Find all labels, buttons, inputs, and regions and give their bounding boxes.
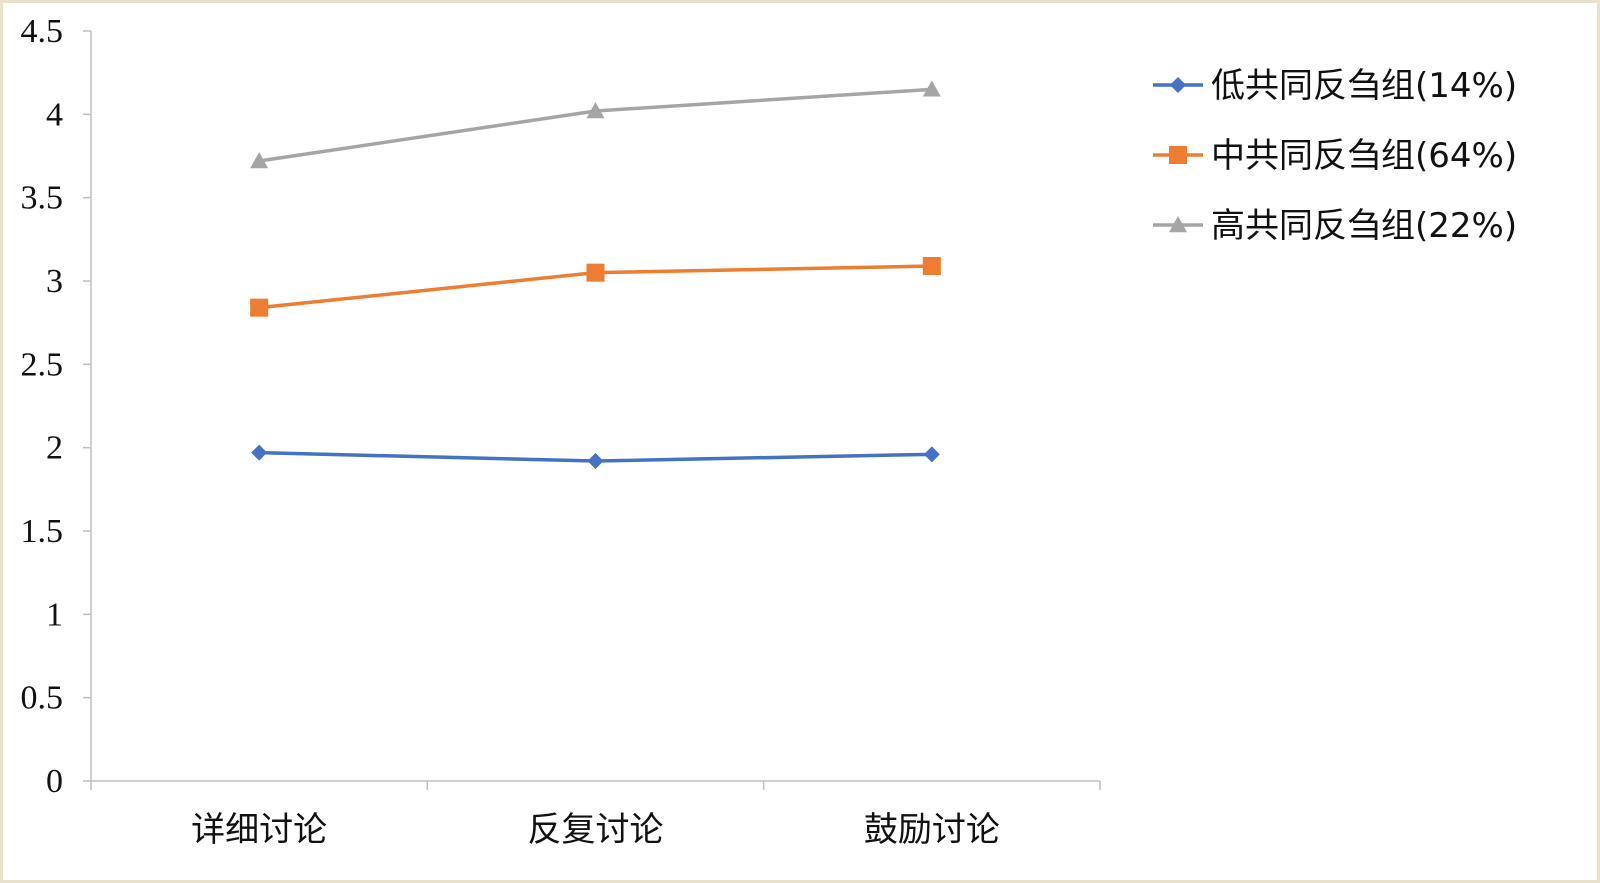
x-category-label: 反复讨论 [528,810,664,850]
legend-marker-0 [1170,77,1186,93]
y-tick-label: 2 [46,430,63,467]
data-point-0-2 [923,446,940,463]
y-tick-label: 0.5 [21,680,64,717]
line-chart: 0 0.5 1 1.5 2 2.5 3 3.5 4 4.5 详细讨论 反复讨论 鼓励讨论 低共同反刍组(1… [21,13,1518,850]
y-tick-label: 3.5 [21,180,64,217]
x-category-label: 鼓励讨论 [864,810,1000,850]
legend-label-1: 中共同反刍组(64%) [1211,136,1517,176]
y-tick-label: 2.5 [21,346,64,383]
x-category-label: 详细讨论 [191,810,327,850]
data-point-1-0 [250,298,269,317]
legend-marker-2 [1169,216,1187,233]
legend-label-2: 高共同反刍组(22%) [1211,206,1517,246]
y-tick-label: 3 [46,263,63,300]
data-point-1-2 [922,257,941,275]
data-point-2-0 [250,152,269,169]
data-point-2-2 [922,80,941,97]
data-point-1-1 [586,263,605,282]
data-point-0-1 [587,453,604,469]
series-line-2 [258,87,932,163]
y-tick-label: 1 [46,596,63,633]
y-tick-label: 4 [46,96,63,133]
y-tick-label: 0 [46,763,63,800]
data-point-0-0 [251,444,268,461]
legend-marker-1 [1169,146,1187,164]
legend-label-0: 低共同反刍组(14%) [1211,66,1517,106]
y-tick-label: 1.5 [21,513,64,550]
y-tick-label: 4.5 [21,13,64,50]
data-point-2-1 [586,102,605,119]
